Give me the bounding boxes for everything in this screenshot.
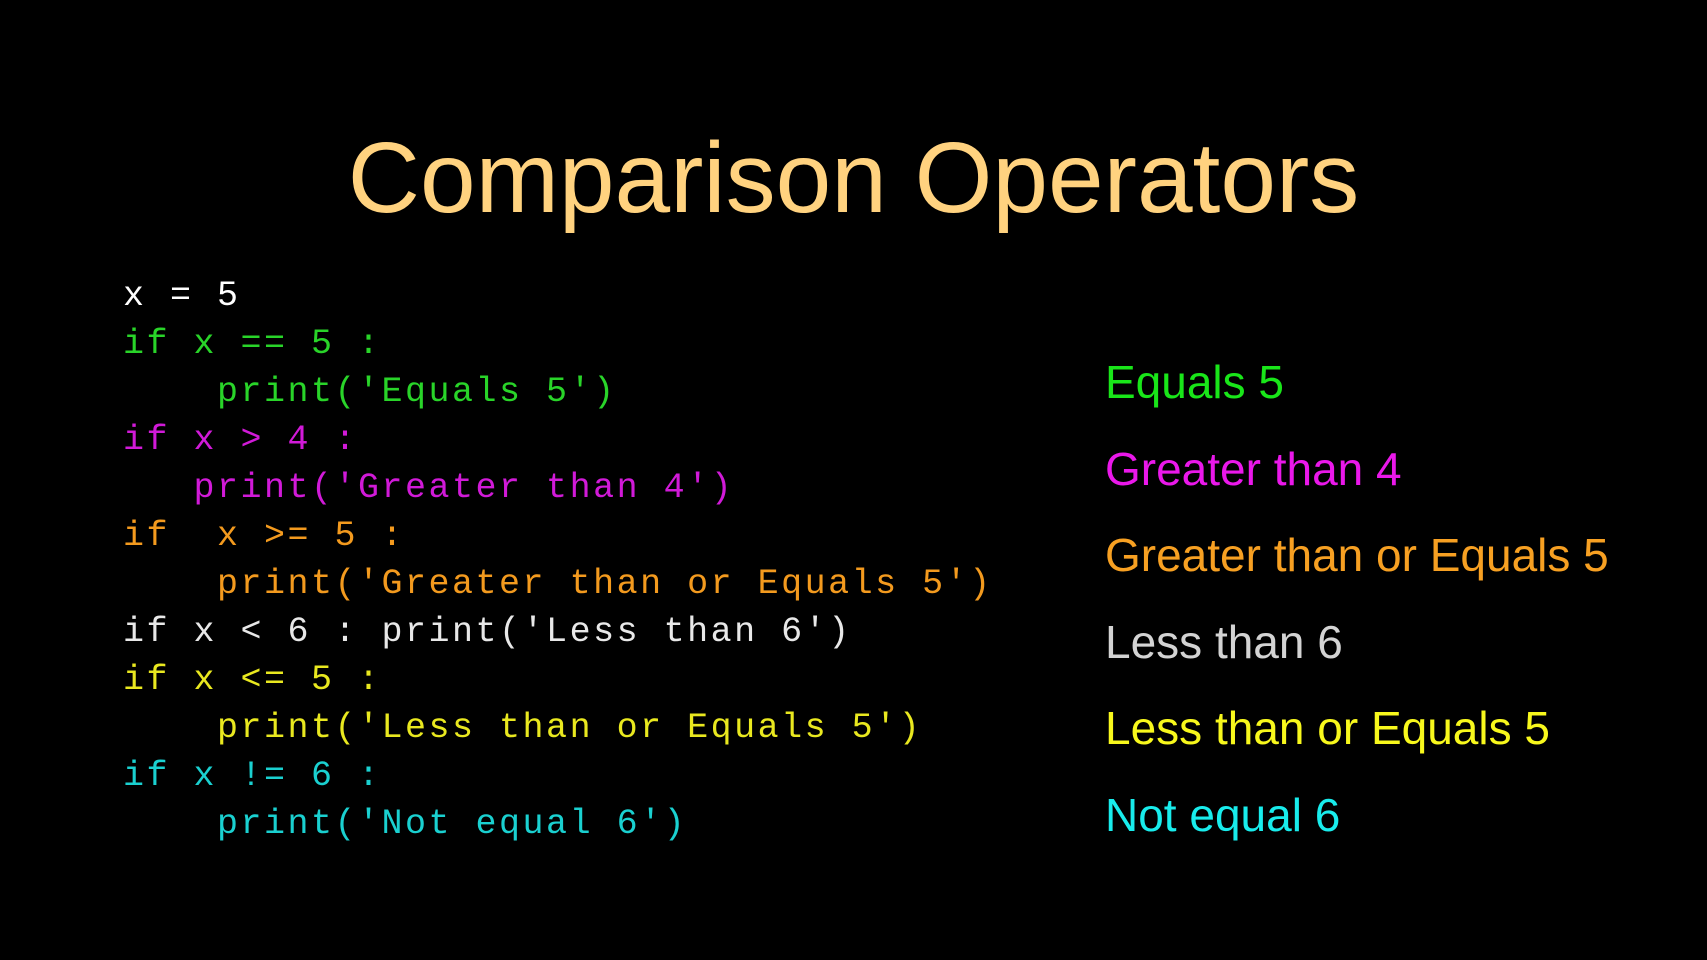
- code-line: if x != 6 :: [123, 756, 382, 796]
- output-line: Equals 5: [1105, 356, 1285, 408]
- code-line: if x <= 5 :: [123, 660, 382, 700]
- slide-title: Comparison Operators: [347, 122, 1360, 234]
- output-line: Greater than 4: [1105, 442, 1402, 495]
- output-line: Less than or Equals 5: [1105, 702, 1550, 755]
- code-line: if x >= 5 :: [123, 516, 406, 556]
- output-list: Equals 5 Greater than 4 Greater than or …: [1105, 352, 1609, 872]
- code-block: x = 5 if x == 5 : print('Equals 5') if x…: [123, 272, 993, 848]
- code-line: if x > 4 :: [123, 420, 359, 460]
- code-line: if x == 5 :: [123, 324, 382, 364]
- code-line: print('Less than or Equals 5'): [123, 708, 923, 748]
- code-line: if x < 6 : print('Less than 6'): [123, 612, 852, 652]
- code-line: print('Equals 5'): [123, 372, 617, 412]
- code-line: print('Greater than or Equals 5'): [123, 564, 993, 604]
- output-line: Less than 6: [1105, 615, 1343, 668]
- code-line: print('Not equal 6'): [123, 804, 688, 844]
- output-line: Greater than or Equals 5: [1105, 529, 1609, 582]
- code-line: x = 5: [123, 276, 241, 316]
- output-line: Not equal 6: [1105, 788, 1341, 841]
- code-line: print('Greater than 4'): [123, 468, 735, 508]
